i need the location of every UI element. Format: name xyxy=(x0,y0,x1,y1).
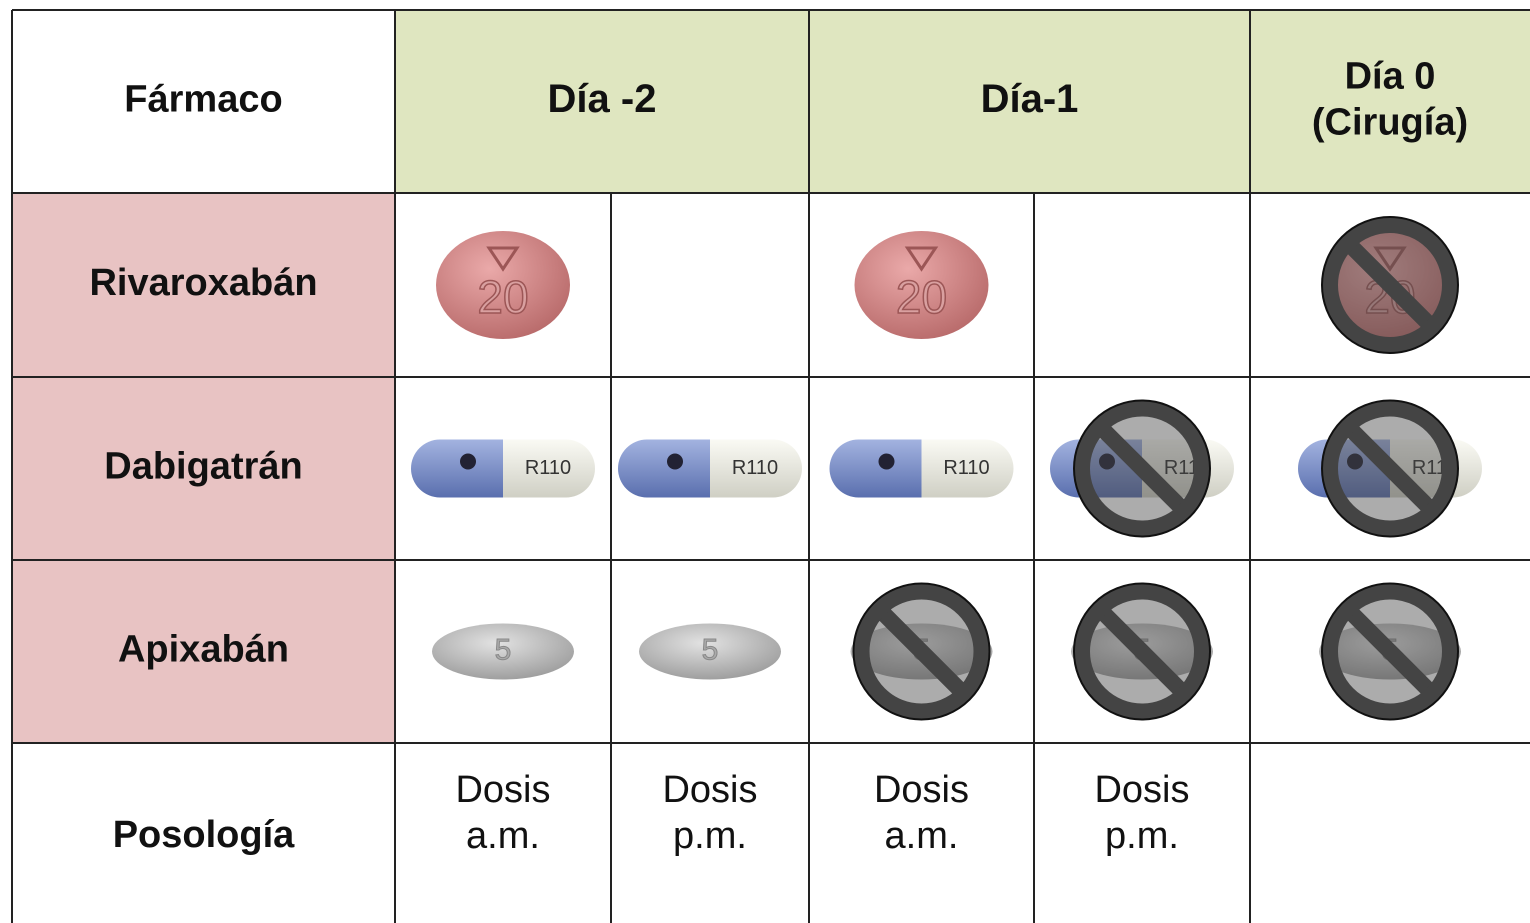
header-drug: Fármaco xyxy=(124,79,282,121)
prohibited-outline xyxy=(1321,216,1459,354)
prohibited-slash xyxy=(1342,603,1438,700)
pill-label: R110 xyxy=(943,457,989,479)
tablet-mark xyxy=(486,246,520,272)
drug-name: Apixabán xyxy=(118,629,289,671)
capsule-right xyxy=(710,439,802,498)
capsule-right xyxy=(921,439,1014,498)
prohibited-ring xyxy=(1322,583,1458,720)
dose: R110 xyxy=(618,439,802,498)
drug-name-cell xyxy=(12,193,395,377)
tablet-mark xyxy=(904,246,939,272)
pill-label: 5 xyxy=(702,633,719,666)
tablet xyxy=(436,231,570,339)
drug-name: Rivaroxabán xyxy=(89,262,317,304)
tablet xyxy=(639,623,781,680)
prohibited-ring xyxy=(1074,583,1210,720)
capsule-logo xyxy=(1347,453,1363,470)
stopped-dose: 5 xyxy=(1071,582,1213,721)
capsule-logo xyxy=(460,453,476,470)
capsule-left xyxy=(411,439,503,498)
prohibited-outline xyxy=(1073,582,1211,721)
prohibited-ring xyxy=(853,583,990,720)
prohibited-ring xyxy=(1322,400,1458,537)
dose: 20 xyxy=(436,231,570,339)
drug-name-cell xyxy=(12,377,395,560)
prohibited-slash xyxy=(873,603,970,700)
tablet xyxy=(854,231,989,339)
capsule-logo xyxy=(667,453,683,470)
dose-time: Dosis p.m. xyxy=(662,769,757,857)
stopped-dose: R110 xyxy=(1298,399,1482,538)
posology-label: Posología xyxy=(113,814,295,856)
capsule-logo xyxy=(1099,453,1115,470)
pill-label: 20 xyxy=(896,271,947,323)
prohibited-outline xyxy=(1321,399,1459,538)
pill-label: R110 xyxy=(732,457,778,479)
dose-time: Dosis a.m. xyxy=(455,769,550,857)
capsule-right xyxy=(503,439,595,498)
stopped-dose: 20 xyxy=(1321,216,1459,354)
prohibited-outline xyxy=(1073,399,1211,538)
prohibited-slash xyxy=(1094,603,1190,700)
header-day: Día 0 (Cirugía) xyxy=(1312,55,1468,143)
dose-time: Dosis a.m. xyxy=(874,769,969,857)
stopped-dose: 5 xyxy=(1319,582,1461,721)
pill-label: 20 xyxy=(477,271,528,323)
prohibited-ring xyxy=(1074,400,1210,537)
dose: 5 xyxy=(432,623,574,680)
prohibited-slash xyxy=(1342,420,1438,517)
pill-label: R110 xyxy=(525,457,571,479)
prohibited-slash xyxy=(1342,237,1438,333)
stopped-dose: R110 xyxy=(1050,399,1234,538)
prohibited-slash xyxy=(1094,420,1190,517)
header-day-cells xyxy=(395,10,1530,193)
capsule-left xyxy=(829,439,922,498)
dose: R110 xyxy=(829,439,1014,498)
header-day: Día-1 xyxy=(981,77,1079,121)
stopped-dose: 5 xyxy=(850,582,993,721)
dose: 20 xyxy=(854,231,989,339)
dose: 5 xyxy=(639,623,781,680)
prohibited-outline xyxy=(852,582,991,721)
tablet xyxy=(432,623,574,680)
capsule-logo xyxy=(878,453,895,470)
dose-time: Dosis p.m. xyxy=(1094,769,1189,857)
drug-name: Dabigatrán xyxy=(104,446,302,488)
pill-label: 5 xyxy=(495,633,512,666)
tablet-mark xyxy=(1373,246,1407,272)
header-day: Día -2 xyxy=(548,77,657,121)
prohibited-ring xyxy=(1322,217,1458,353)
capsule-left xyxy=(618,439,710,498)
header-drug-cell xyxy=(12,10,395,193)
prohibited-outline xyxy=(1321,582,1459,721)
dose: R110 xyxy=(411,439,595,498)
drug-name-cell xyxy=(12,560,395,743)
